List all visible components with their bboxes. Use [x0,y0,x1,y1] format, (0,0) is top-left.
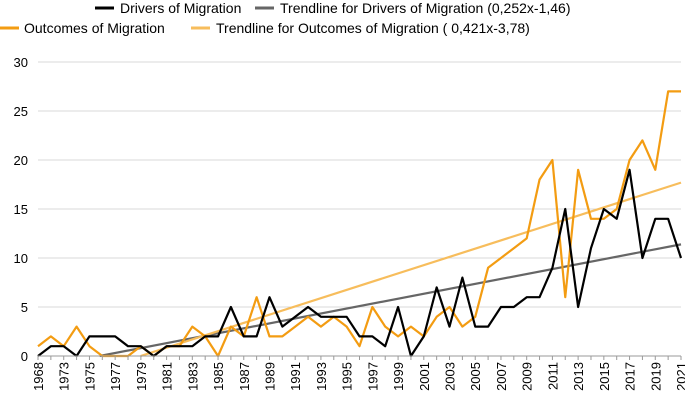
x-tick-label: 1991 [288,362,303,391]
x-tick-label: 1999 [391,362,406,391]
y-tick-label: 10 [14,251,28,266]
x-tick-label: 1983 [185,362,200,391]
legend-label-outcomes-trend: Trendline for Outcomes of Migration ( 0,… [216,20,530,36]
legend-label-drivers-trend: Trendline for Drivers of Migration (0,25… [280,0,571,16]
legend: Drivers of Migration Trendline for Drive… [0,0,571,36]
legend-label-outcomes: Outcomes of Migration [24,20,165,36]
x-tick-label: 2017 [623,362,638,391]
x-tick-label: 2009 [520,362,535,391]
y-tick-label: 30 [14,55,28,70]
trendline-drivers [99,243,682,358]
x-tick-label: 1981 [160,362,175,391]
x-tick-label: 1997 [365,362,380,391]
y-axis: 0 5 10 15 20 25 30 [14,55,28,364]
x-tick-label: 2003 [443,362,458,391]
x-axis: 1968 1973 1975 1977 1979 1981 1983 1985 1987 1989… [31,356,685,391]
x-tick-label: 1995 [340,362,355,391]
x-tick-label: 1979 [134,362,149,391]
x-tick-label: 1973 [57,362,72,391]
series-line-outcomes [37,90,681,358]
x-tick-label: 2011 [545,362,560,390]
series-lines [37,90,683,358]
x-tick-label: 1977 [108,362,123,391]
series-line-drivers [37,168,683,358]
x-tick-label: 1975 [82,362,97,391]
y-tick-label: 5 [21,300,28,315]
x-tick-label: 1993 [314,362,329,391]
x-tick-label: 2013 [571,362,586,391]
x-tick-label: 1968 [31,362,46,391]
x-tick-label: 2015 [597,362,612,391]
y-tick-label: 25 [14,104,28,119]
x-tick-label: 2021 [674,362,685,391]
x-tick-label: 1989 [262,362,277,391]
x-tick-label: 2007 [494,362,509,391]
x-tick-label: 1985 [211,362,226,391]
gridlines [38,61,681,308]
x-tick-label: 2005 [468,362,483,391]
y-tick-label: 15 [14,202,28,217]
x-tick-label: 2019 [648,362,663,391]
x-tick-label: 2001 [417,362,432,391]
y-tick-label: 20 [14,153,28,168]
y-tick-label: 0 [21,349,28,364]
x-tick-label: 1987 [237,362,252,391]
legend-label-drivers: Drivers of Migration [120,0,241,16]
